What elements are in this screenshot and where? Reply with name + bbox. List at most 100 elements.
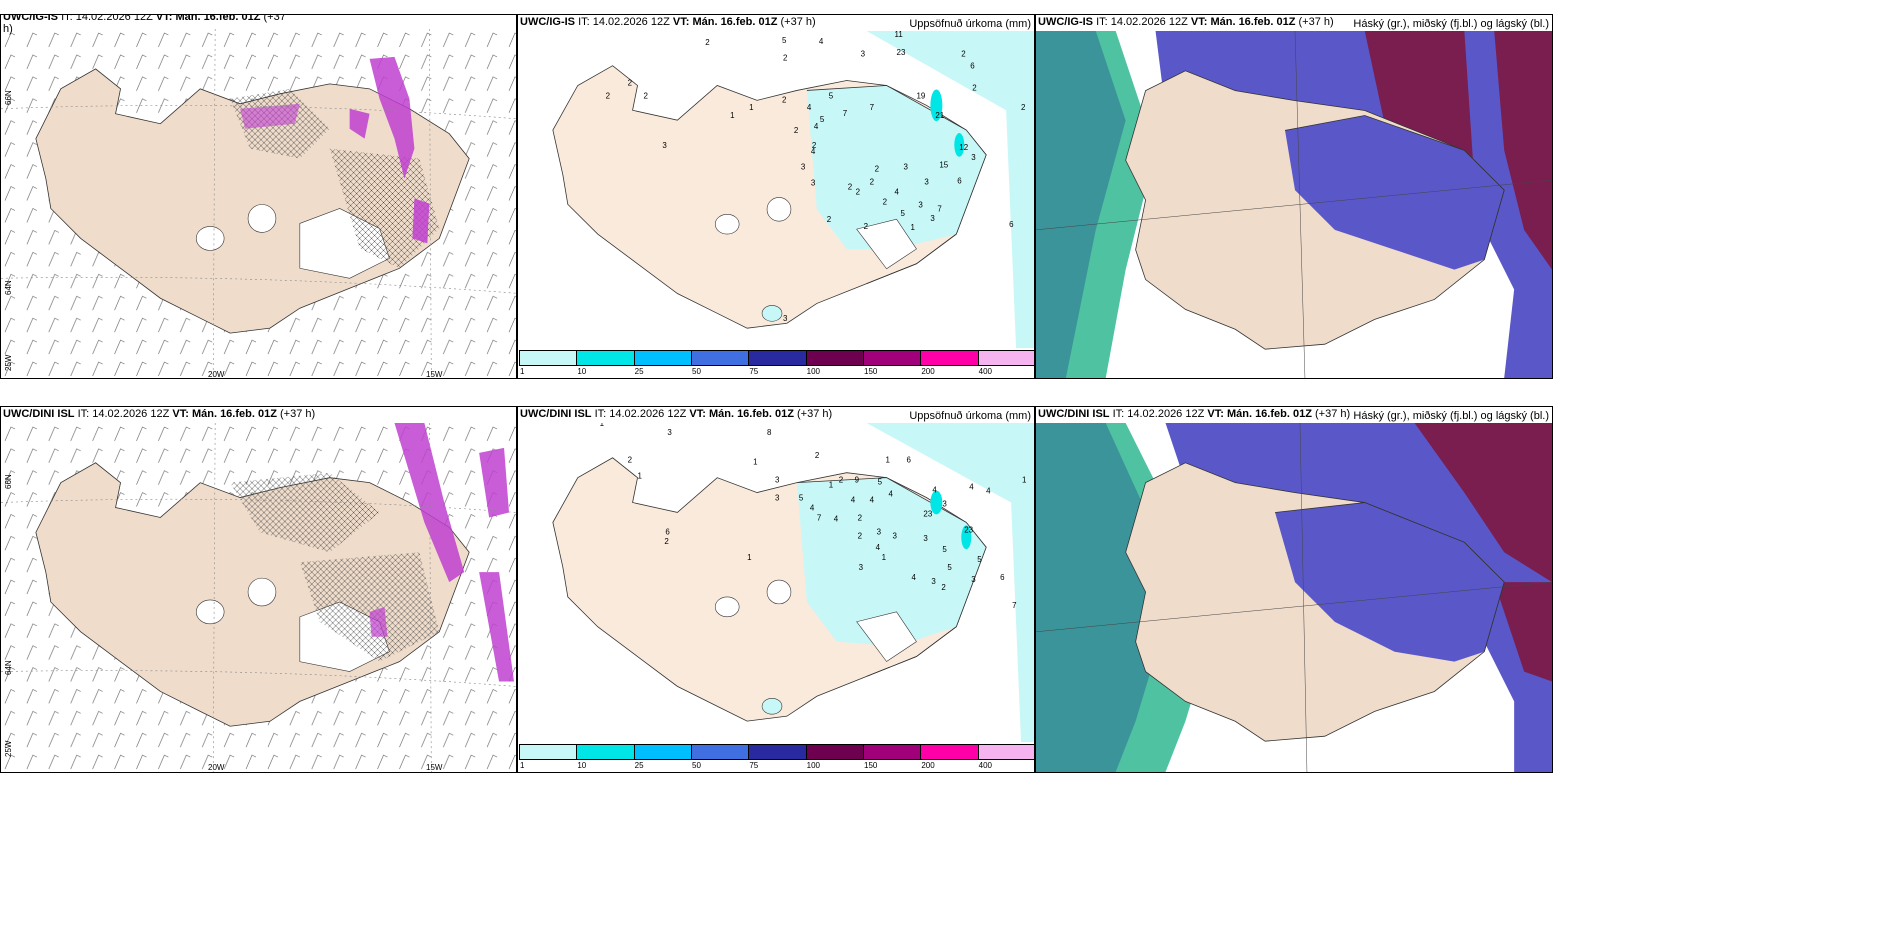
colorbar-label: 75	[749, 761, 759, 770]
precip-value-label: 5	[947, 563, 952, 572]
precip-value-label: 2	[705, 38, 710, 47]
precip-value-label: 7	[843, 109, 848, 118]
colorbar-label: 75	[749, 367, 759, 376]
precip-value-label: 6	[906, 456, 911, 465]
precip-value-label: 11	[895, 31, 904, 39]
panel-ig-is-wind: UWC/IG-IS IT: 14.02.2026 12Z VT: Mán. 16…	[0, 14, 517, 379]
precip-value-label: 5	[799, 494, 804, 503]
precip-value-label: 2	[856, 187, 861, 196]
precip-value-label: 5	[782, 36, 787, 45]
colorbar-label: 150	[864, 761, 878, 770]
colorbar-label: 10	[577, 367, 587, 376]
colorbar-label: 10	[577, 761, 587, 770]
precip-value-label: 2	[664, 537, 669, 546]
precip-value-label: 1	[1022, 476, 1027, 485]
colorbar-swatch	[691, 744, 750, 760]
precip-value-label: 3	[877, 527, 882, 536]
precip-value-label: 6	[1000, 573, 1005, 582]
colorbar-swatch	[977, 350, 1034, 366]
precip-value-label: 4	[819, 37, 824, 46]
precip-value-label: 8	[767, 428, 772, 437]
precip-value-label: 5	[878, 478, 883, 487]
precip-value-label: 2	[972, 83, 977, 92]
precip-value-label: 5	[901, 209, 906, 218]
field-title: Háský (gr.), miðský (fj.bl.) og lágský (…	[1353, 410, 1549, 422]
panel-dini-wind: UWC/DINI ISL IT: 14.02.2026 12Z VT: Mán.…	[0, 406, 517, 773]
colorbar-swatch	[805, 350, 864, 366]
colorbar: 1 10 25 50 75 100 150 200 400	[518, 348, 1034, 378]
precip-value-label: 3	[971, 153, 976, 162]
precip-value-label: 3	[904, 163, 909, 172]
precip-value-label: 3	[893, 531, 898, 540]
precip-value-label: 4	[814, 122, 819, 131]
precip-value-label: 2	[783, 54, 788, 63]
cloud-map	[1036, 31, 1552, 378]
colorbar-label: 100	[806, 367, 821, 376]
lon-label-15: 15W	[426, 370, 443, 379]
precip-value-label: 6	[957, 177, 962, 186]
precip-value-label: 2	[875, 165, 880, 174]
field-title: Uppsöfnuð úrkoma (mm)	[909, 410, 1031, 422]
lat-label-66: 66N	[4, 90, 13, 105]
precip-value-label: 2	[848, 183, 853, 192]
colorbar-label: 25	[634, 761, 644, 770]
precip-value-label: 2	[644, 91, 649, 100]
lat-label-64: 64N	[4, 660, 13, 675]
precip-value-label: 3	[924, 178, 929, 187]
precip-value-label: 4	[811, 147, 816, 156]
precip-value-label: 7	[937, 204, 942, 213]
precip-value-label: 3	[859, 563, 864, 572]
panel-title: UWC/DINI ISL IT: 14.02.2026 12Z VT: Mán.…	[520, 408, 833, 420]
precip-value-label: 1	[886, 456, 891, 465]
colorbar-label: 150	[864, 367, 878, 376]
precip-value-label: 2	[782, 95, 787, 104]
precip-value-label: 4	[810, 503, 815, 512]
colorbar-swatch	[977, 744, 1034, 760]
precip-value-label: 1	[753, 458, 758, 467]
colorbar-swatch	[519, 350, 578, 366]
precip-value-label: 2	[628, 79, 633, 88]
panel-title: UWC/IG-IS IT: 14.02.2026 12Z VT: Mán. 16…	[1038, 16, 1334, 28]
precip-value-label: 6	[970, 62, 975, 71]
precip-value-label: 7	[817, 513, 822, 522]
colorbar-label: 1	[520, 761, 525, 770]
precip-value-label: 2	[839, 476, 844, 485]
wind-map	[1, 29, 516, 378]
colorbar-label: 100	[806, 761, 821, 770]
colorbar-swatch	[863, 350, 922, 366]
panel-title: UWC/DINI ISL IT: 14.02.2026 12Z VT: Mán.…	[1038, 408, 1351, 420]
precip-value-label: 3	[930, 214, 935, 223]
colorbar-swatch	[863, 744, 922, 760]
precip-value-label: 3	[971, 575, 976, 584]
precip-value-label: 1	[600, 423, 605, 428]
colorbar-label: 25	[634, 367, 644, 376]
precip-value-label: 3	[861, 50, 866, 59]
precip-value-label: 1	[638, 472, 643, 481]
precip-value-label: 2	[961, 50, 966, 59]
precip-value-label: 23	[923, 509, 932, 518]
field-title: Uppsöfnuð úrkoma (mm)	[909, 18, 1031, 30]
cloud-map	[1036, 423, 1552, 772]
precip-value-label: 2	[606, 91, 611, 100]
panel-ig-is-precip: UWC/IG-IS IT: 14.02.2026 12Z VT: Mán. 16…	[517, 14, 1035, 379]
precip-value-label: 3	[662, 141, 667, 150]
precip-value-label: 1	[730, 111, 735, 120]
panel-dini-precip: UWC/DINI ISL IT: 14.02.2026 12Z VT: Mán.…	[517, 406, 1035, 773]
colorbar-swatch	[576, 350, 635, 366]
colorbar-label: 200	[921, 761, 935, 770]
precip-value-label: 4	[834, 514, 839, 523]
colorbar-swatch	[576, 744, 635, 760]
colorbar-label: 50	[692, 367, 701, 376]
precip-value-label: 2	[941, 583, 946, 592]
precip-value-label: 2	[815, 451, 820, 460]
wind-map	[1, 423, 516, 772]
colorbar-swatch	[633, 744, 692, 760]
precip-value-label: 6	[1009, 220, 1014, 229]
precip-value-label: 1	[747, 553, 752, 562]
colorbar: 1 10 25 50 75 100 150 200 400	[518, 742, 1034, 772]
precip-value-label: 2	[858, 531, 863, 540]
precip-value-label: 21	[935, 111, 944, 120]
precip-value-label: 3	[923, 534, 928, 543]
lon-label-25: 25W	[4, 740, 13, 757]
precip-value-label: 4	[807, 103, 812, 112]
